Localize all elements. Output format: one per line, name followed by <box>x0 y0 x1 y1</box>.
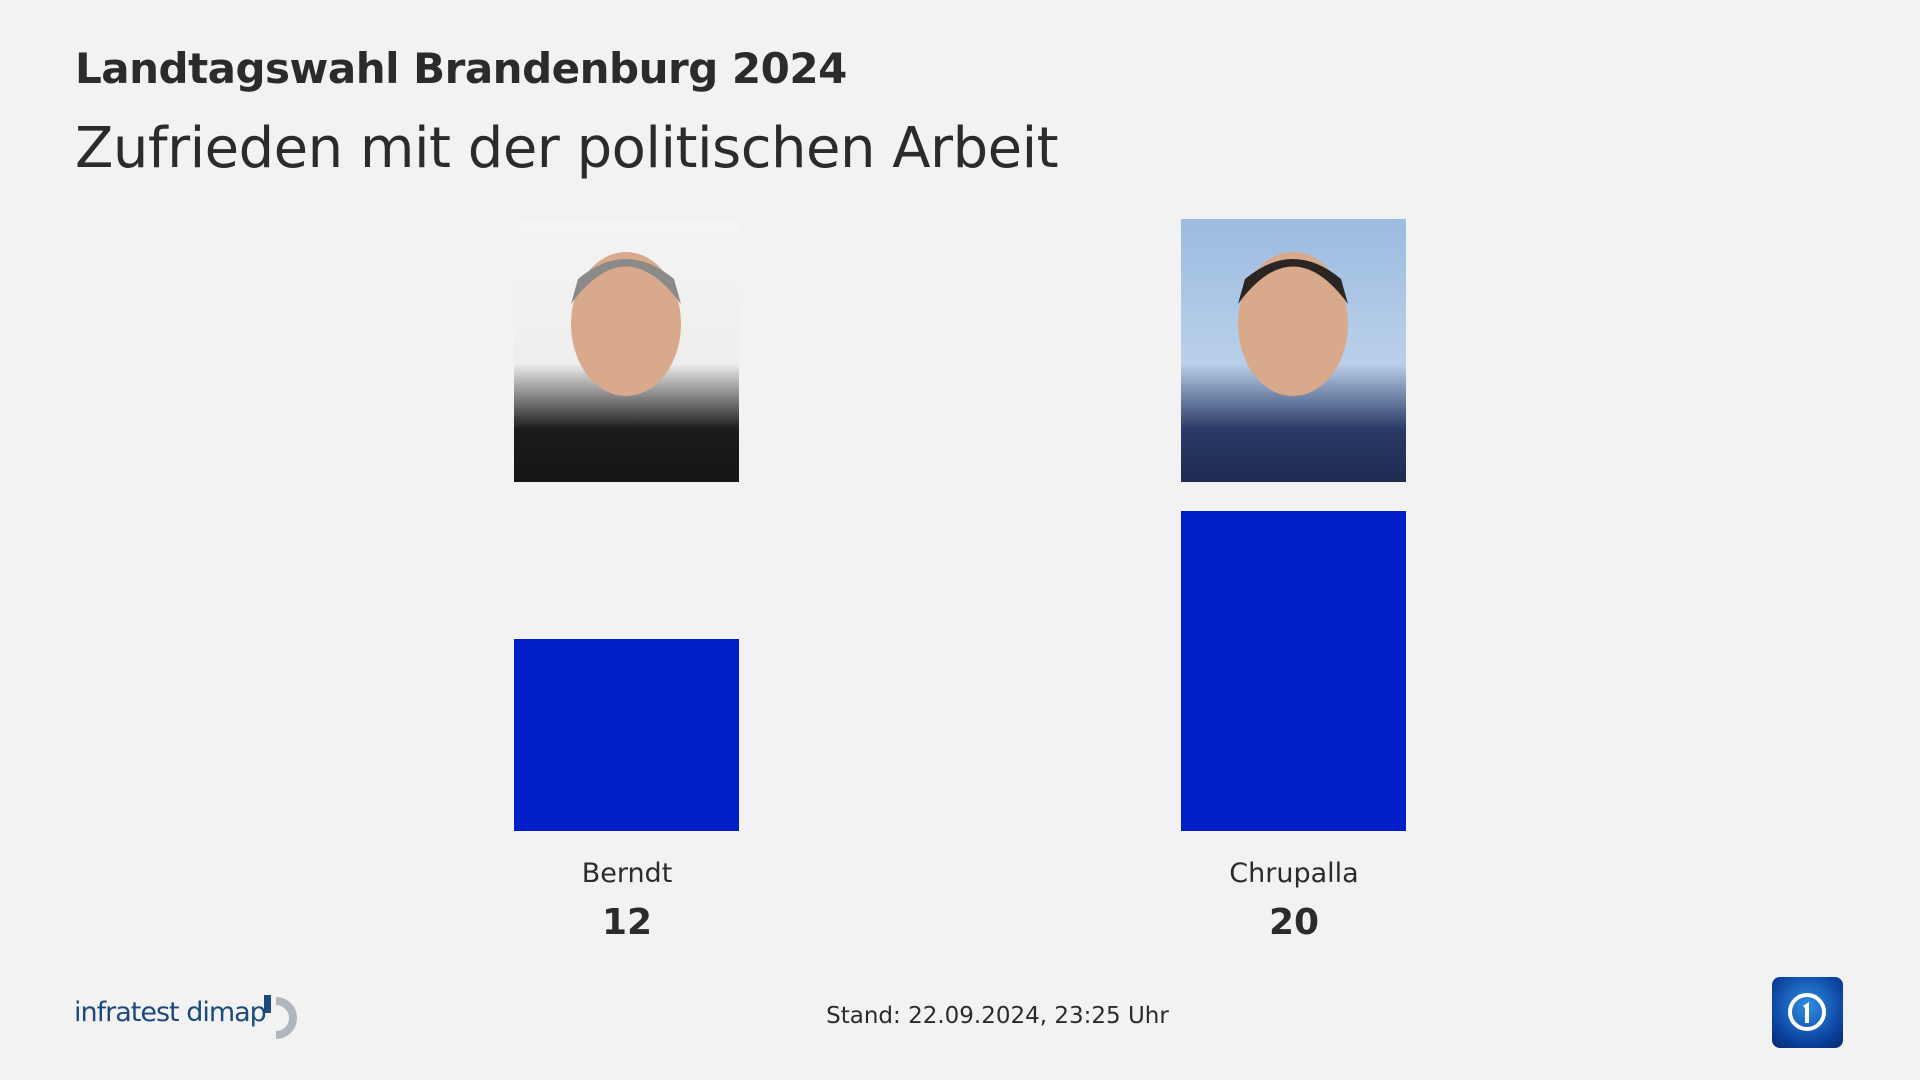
infratest-logo-icon <box>264 995 297 1039</box>
ard-logo-icon <box>1772 977 1843 1048</box>
source-label: infratest dimap <box>74 997 267 1028</box>
value-label: 20 <box>1268 902 1320 943</box>
bar-chrupalla <box>1181 511 1406 831</box>
category-label: Chrupalla <box>1229 858 1359 889</box>
candidate-photo <box>514 219 739 482</box>
timestamp: Stand: 22.09.2024, 23:25 Uhr <box>826 1003 1169 1029</box>
chart-title: Landtagswahl Brandenburg 2024 <box>75 44 847 93</box>
chart-subtitle: Zufrieden mit der politischen Arbeit <box>75 116 1059 181</box>
value-label: 12 <box>601 902 653 943</box>
bar-berndt <box>514 639 739 831</box>
source-brand: infratest dimap <box>74 995 297 1039</box>
candidate-photo <box>1181 219 1406 482</box>
category-label: Berndt <box>581 858 673 889</box>
